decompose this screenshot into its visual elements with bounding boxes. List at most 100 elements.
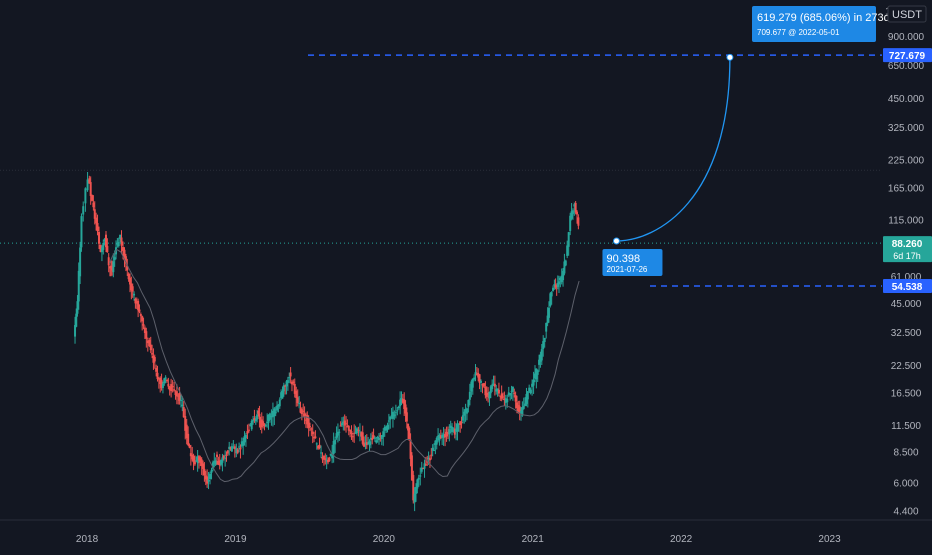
candle-body xyxy=(276,405,279,411)
candle-body xyxy=(515,402,518,409)
candle-body xyxy=(470,381,473,392)
candle-body xyxy=(484,387,487,396)
candle-body xyxy=(300,409,303,415)
candle-body xyxy=(553,284,556,286)
candle-body xyxy=(260,419,263,428)
candle-body xyxy=(107,257,110,266)
y-tick-label: 450.000 xyxy=(888,94,925,105)
candle-body xyxy=(439,435,442,439)
candle-body xyxy=(266,421,269,423)
y-tick-label: 22.500 xyxy=(891,361,922,372)
time-axis[interactable]: 2018 2019 2020 2021 2022 2023 xyxy=(0,519,932,545)
candle-body xyxy=(253,418,256,421)
candle-body xyxy=(482,383,485,387)
end-callout xyxy=(752,6,876,42)
candle-body xyxy=(108,266,111,269)
candle-body xyxy=(252,419,255,422)
candle-body xyxy=(509,392,512,396)
candle-body xyxy=(206,476,209,484)
candle-body xyxy=(360,432,363,437)
candle-body xyxy=(313,436,316,439)
candle-body xyxy=(423,463,426,469)
candle-body xyxy=(560,275,563,283)
candle-body xyxy=(379,435,382,437)
candle-body xyxy=(513,392,516,394)
y-tick-label: 4.400 xyxy=(893,506,918,517)
candle-body xyxy=(164,377,167,379)
y-tick-label: 16.500 xyxy=(891,389,922,400)
candle-body xyxy=(539,354,542,362)
currency-label: USDT xyxy=(892,9,922,21)
candle-body xyxy=(76,301,79,314)
candle-body xyxy=(467,400,470,407)
candle-body xyxy=(220,459,223,465)
candle-body xyxy=(349,429,352,432)
candle-body xyxy=(542,341,545,349)
candle-body xyxy=(89,182,92,196)
candle-body xyxy=(117,242,120,247)
candle-body xyxy=(239,448,242,450)
candle-body xyxy=(566,245,569,256)
candle-body xyxy=(207,479,210,482)
candle-body xyxy=(243,436,246,443)
candle-body xyxy=(187,433,190,446)
candle-body xyxy=(399,399,402,407)
candle-body xyxy=(74,325,77,337)
candle-body xyxy=(538,359,541,365)
candle-body xyxy=(242,441,245,446)
candle-body xyxy=(214,460,217,465)
candle-body xyxy=(181,404,184,407)
candle-body xyxy=(143,327,146,333)
y-tick-label: 45.000 xyxy=(891,299,922,310)
candle-body xyxy=(157,378,160,380)
candle-body xyxy=(102,242,105,250)
candle-body xyxy=(412,475,415,501)
candle-body xyxy=(137,300,140,311)
price-line-label: 727.679 xyxy=(889,51,926,62)
candle-body xyxy=(163,378,166,384)
candle-body xyxy=(149,344,152,351)
candle-body xyxy=(492,383,495,386)
candle-body xyxy=(367,443,370,445)
candle-body xyxy=(540,349,543,361)
candle-body xyxy=(354,432,357,434)
candle-body xyxy=(453,428,456,435)
candle-body xyxy=(441,434,444,438)
candle-body xyxy=(126,266,129,271)
candle-body xyxy=(274,411,277,414)
candle-body xyxy=(339,425,342,427)
candle-body xyxy=(435,437,438,445)
candle-body xyxy=(130,283,133,291)
y-tick-label: 11.500 xyxy=(891,421,921,432)
candle-body xyxy=(574,202,577,213)
projection-curve[interactable] xyxy=(616,57,731,242)
price-label-box xyxy=(883,236,932,263)
candle-body xyxy=(203,468,206,476)
candle-body xyxy=(155,368,158,372)
candle-body xyxy=(296,397,299,404)
candle-body xyxy=(160,379,163,388)
candle-body xyxy=(295,390,298,398)
candle-body xyxy=(197,456,200,461)
y-tick-label: 61.000 xyxy=(891,272,922,283)
candle-body xyxy=(409,439,412,459)
candle-body xyxy=(202,463,205,470)
candle-body xyxy=(335,433,338,438)
candle-body xyxy=(171,386,174,388)
candle-body xyxy=(419,475,422,477)
candle-body xyxy=(465,408,468,414)
candle-body xyxy=(473,377,476,380)
candle-body xyxy=(110,266,113,268)
x-tick-label: 2019 xyxy=(224,534,247,545)
candle-body xyxy=(189,453,192,457)
candle-body xyxy=(314,436,317,439)
candle-body xyxy=(457,423,460,425)
candle-body xyxy=(387,420,390,422)
projection-start-point[interactable] xyxy=(612,237,620,245)
projection-end-point[interactable] xyxy=(726,53,734,61)
candle-body xyxy=(383,426,386,431)
currency-badge[interactable]: USDT xyxy=(887,5,927,23)
